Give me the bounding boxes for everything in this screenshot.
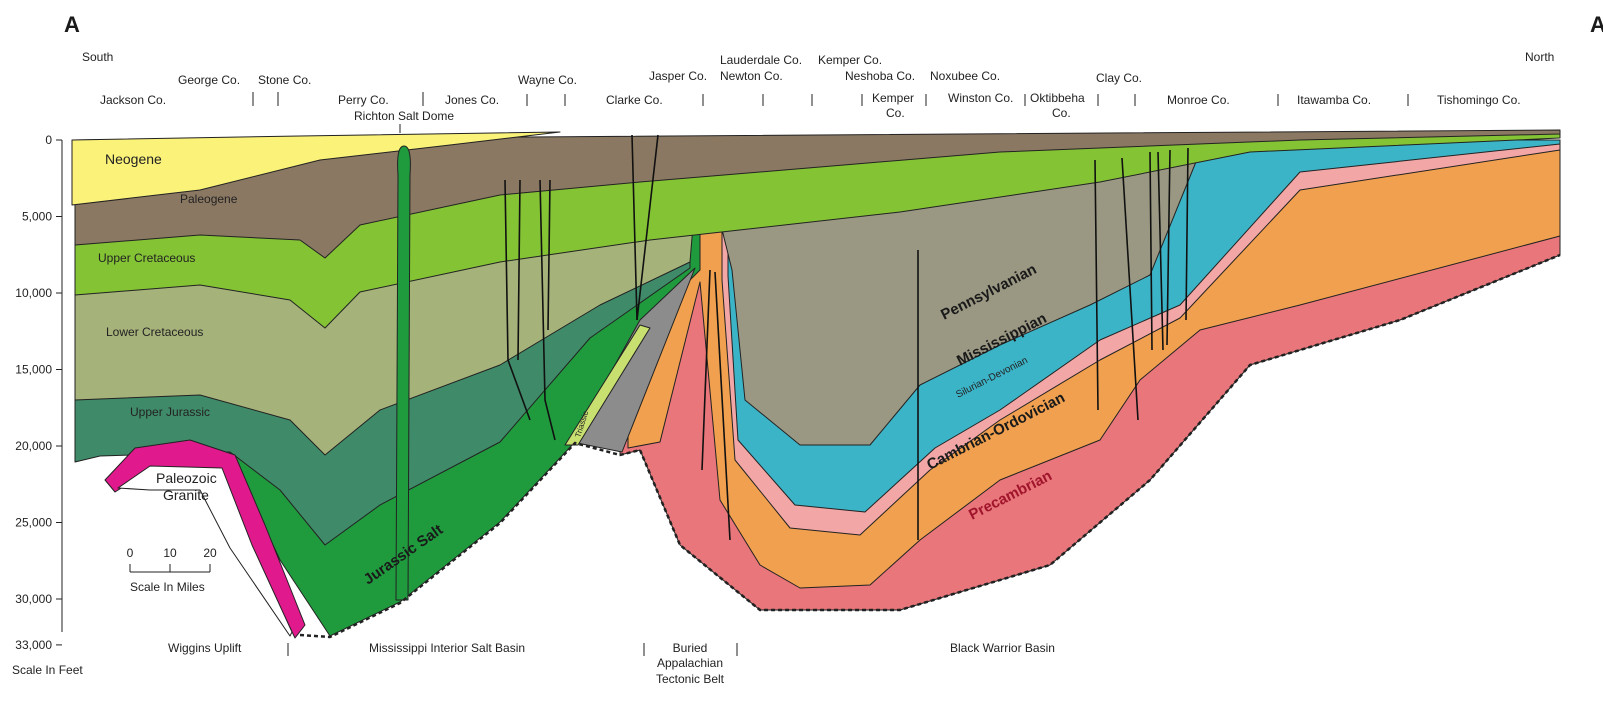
county-label: Jackson Co. — [100, 93, 166, 107]
depth-tick-label: 33,000 — [15, 638, 52, 652]
layer-label: Granite — [163, 487, 209, 503]
county-label: Monroe Co. — [1167, 93, 1230, 107]
mile-tick-label: 10 — [163, 546, 177, 560]
mile-tick-label: 20 — [203, 546, 217, 560]
county-label: Oktibbeha — [1030, 91, 1085, 105]
region-label: Buried — [673, 641, 708, 655]
county-label: Clay Co. — [1096, 71, 1142, 85]
page: { "header": {"left_letter": "A", "right_… — [0, 0, 1603, 706]
layer-label: Lower Cretaceous — [106, 325, 203, 339]
depth-scale: 0 5,000 10,000 15,000 20,000 25,000 30,000 33,0… — [15, 133, 62, 652]
county-label: Noxubee Co. — [930, 69, 1000, 83]
county-label: Perry Co. — [338, 93, 389, 107]
county-label: Co. — [886, 106, 905, 120]
county-label: George Co. — [178, 73, 240, 87]
layer-label: Neogene — [105, 151, 162, 167]
mile-tick-label: 0 — [127, 546, 134, 560]
county-label: Richton Salt Dome — [354, 109, 454, 123]
depth-tick-label: 0 — [45, 133, 52, 147]
salt-dome — [396, 146, 410, 600]
county-label: Jasper Co. — [649, 69, 707, 83]
county-label: Winston Co. — [948, 91, 1013, 105]
layer-label: Upper Jurassic — [130, 405, 210, 419]
county-label: Newton Co. — [720, 69, 783, 83]
depth-tick-label: 25,000 — [15, 516, 52, 530]
mile-scale-label: Scale In Miles — [130, 580, 205, 594]
layer-label: Upper Cretaceous — [98, 251, 195, 265]
depth-tick-label: 10,000 — [15, 286, 52, 300]
mile-scale: 0 10 20 — [127, 546, 217, 572]
region-labels: Wiggins Uplift Mississippi Interior Salt… — [168, 641, 1055, 686]
section-letter: A — [1590, 12, 1603, 37]
county-label: Kemper — [872, 91, 914, 105]
depth-tick-label: 15,000 — [15, 363, 52, 377]
region-label: Wiggins Uplift — [168, 641, 242, 655]
layer-label: Paleogene — [180, 192, 238, 206]
depth-tick-label: 30,000 — [15, 592, 52, 606]
county-label: Kemper Co. — [818, 53, 882, 67]
cross-section: A A South North Jackson Co. George Co. S… — [0, 0, 1603, 706]
direction-label: North — [1525, 50, 1554, 64]
county-label: Jones Co. — [445, 93, 499, 107]
county-label: Clarke Co. — [606, 93, 663, 107]
depth-tick-label: 20,000 — [15, 439, 52, 453]
layer-label: Paleozoic — [156, 470, 217, 486]
county-label: Co. — [1052, 106, 1071, 120]
region-label: Tectonic Belt — [656, 672, 725, 686]
depth-scale-label: Scale In Feet — [12, 663, 83, 677]
direction-label: South — [82, 50, 113, 64]
section-letter: A — [64, 12, 80, 37]
county-label: Tishomingo Co. — [1437, 93, 1521, 107]
county-label: Itawamba Co. — [1297, 93, 1371, 107]
region-label: Appalachian — [657, 656, 723, 670]
region-label: Black Warrior Basin — [950, 641, 1055, 655]
county-label: Wayne Co. — [518, 73, 577, 87]
county-label: Stone Co. — [258, 73, 311, 87]
region-label: Mississippi Interior Salt Basin — [369, 641, 525, 655]
county-label: Lauderdale Co. — [720, 53, 802, 67]
county-label: Neshoba Co. — [845, 69, 915, 83]
county-labels: Jackson Co. George Co. Stone Co. Perry C… — [100, 53, 1521, 123]
depth-tick-label: 5,000 — [22, 210, 52, 224]
